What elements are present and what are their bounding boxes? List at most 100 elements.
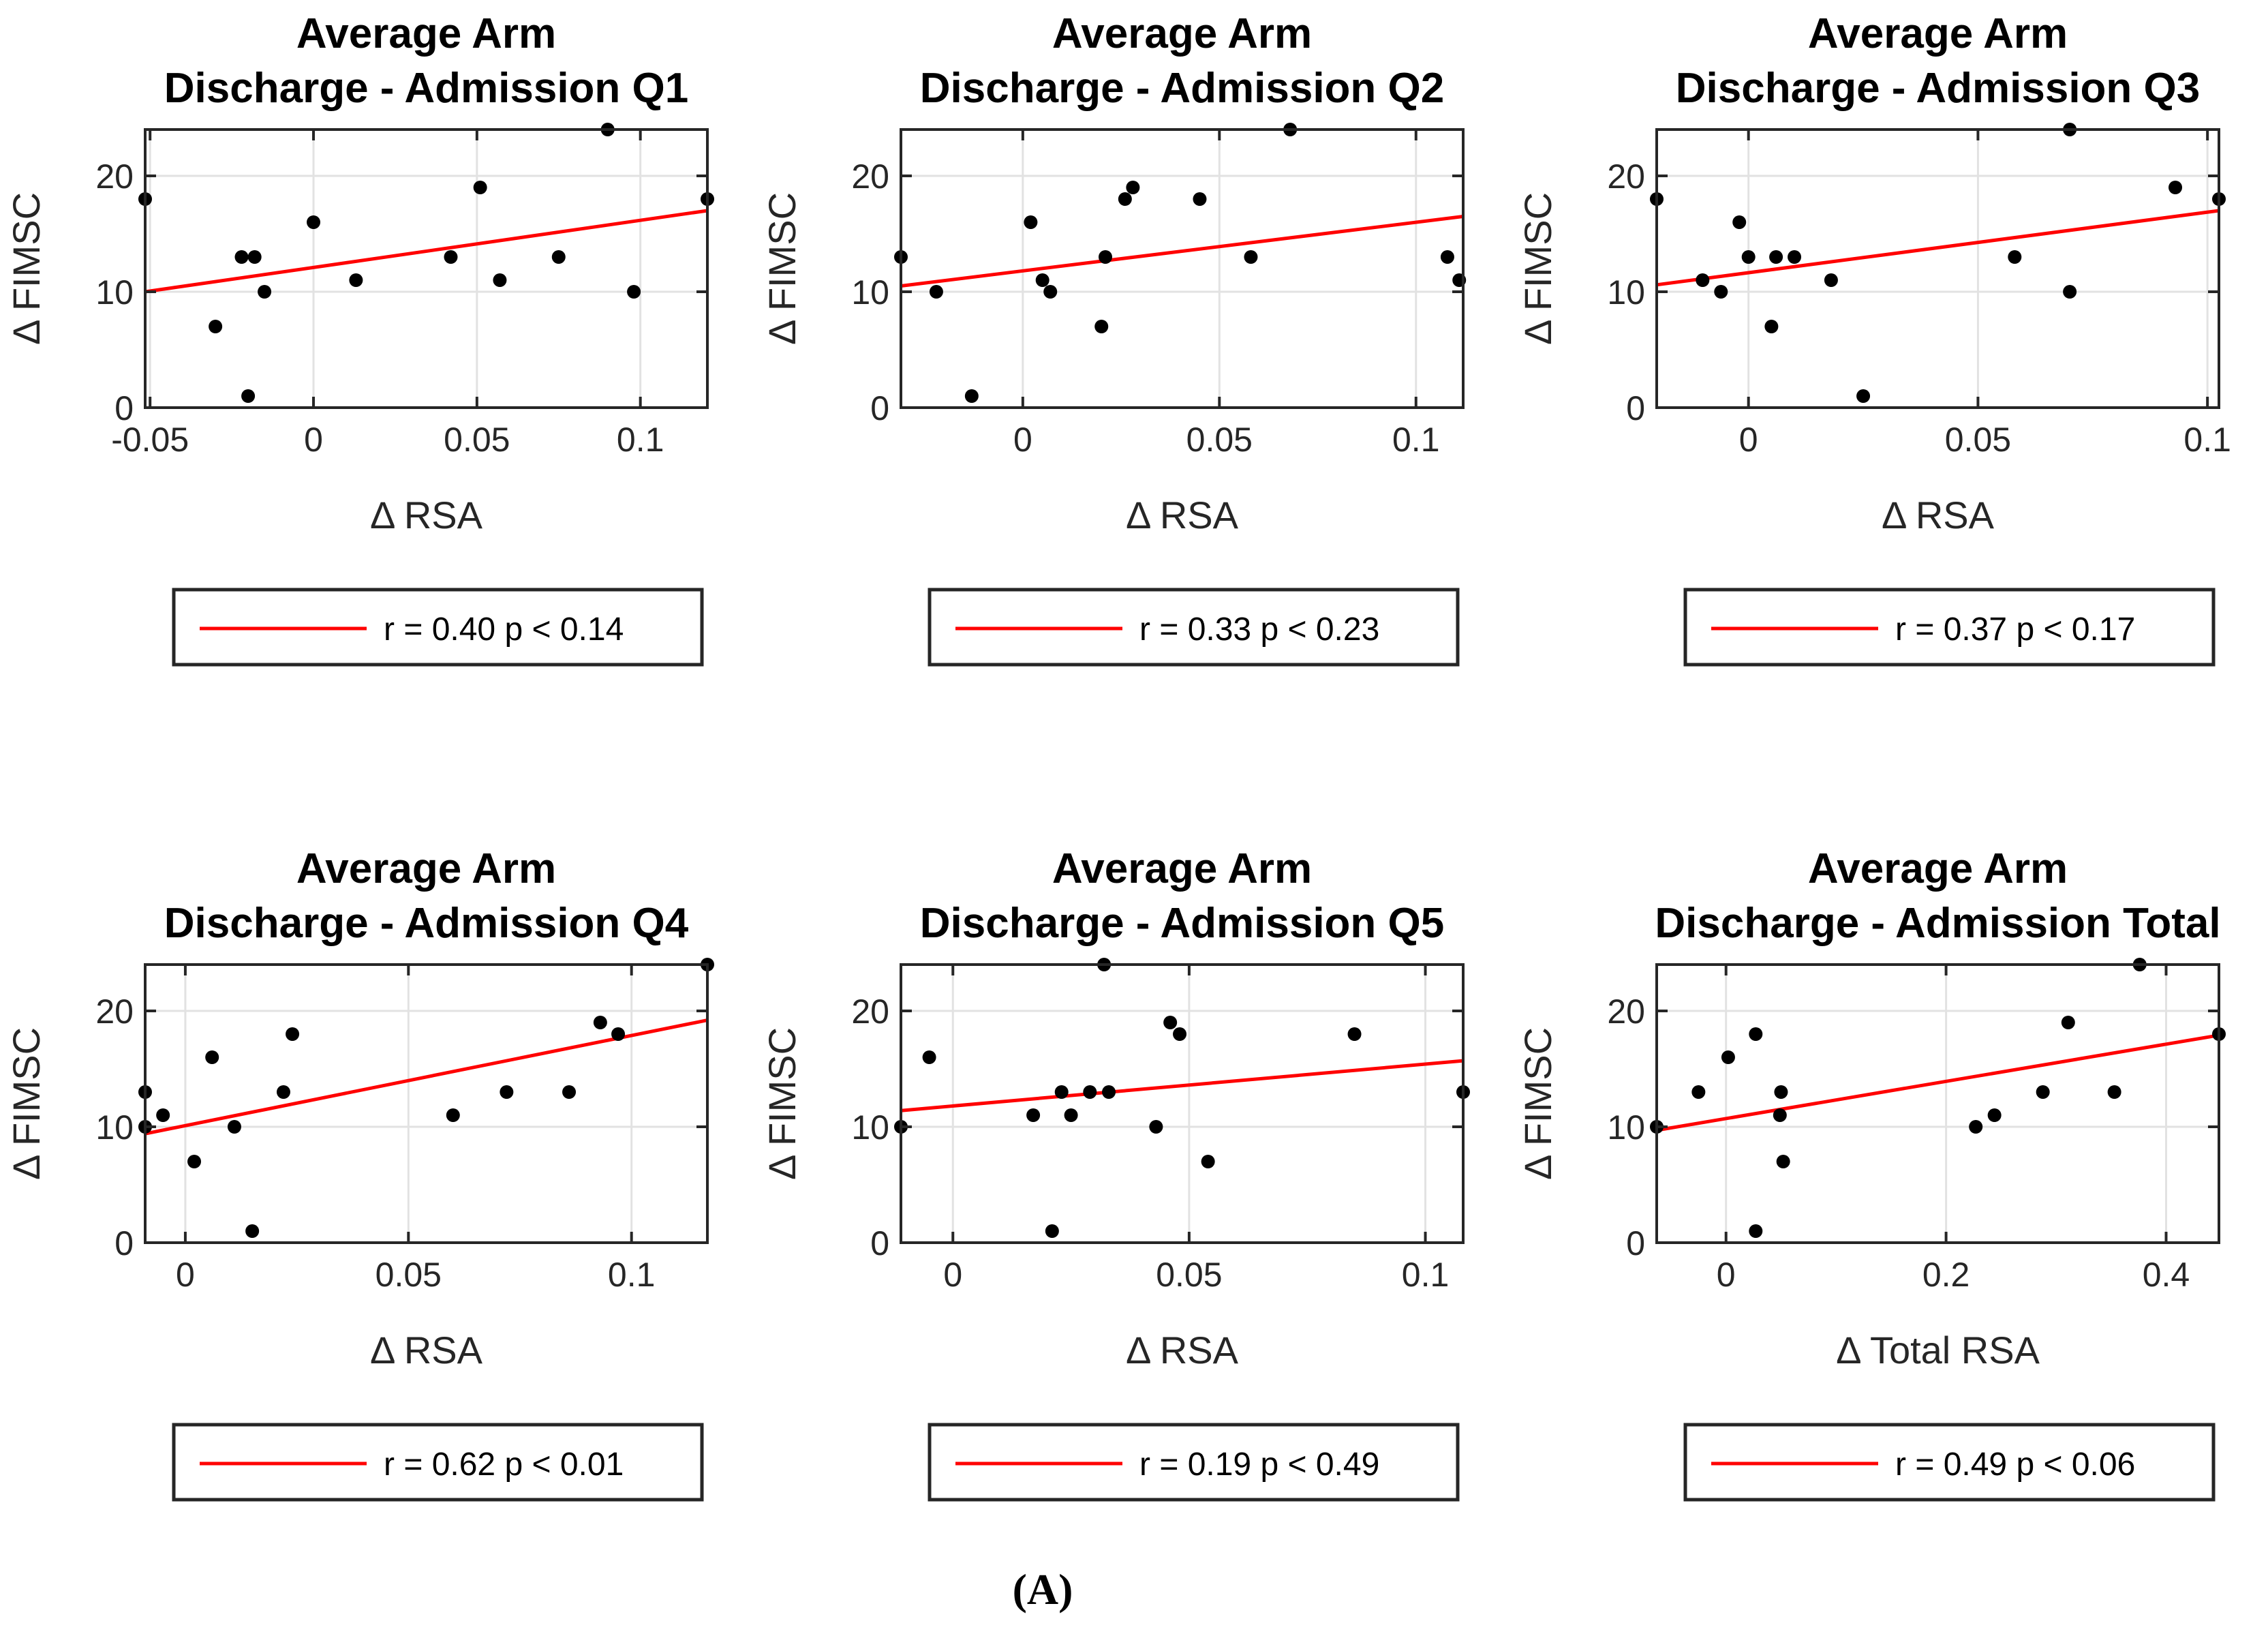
y-axis-label: Δ FIMSC: [761, 192, 803, 345]
data-point: [276, 1085, 290, 1099]
x-tick-label: 0: [1013, 421, 1032, 459]
y-tick-label: 20: [851, 993, 889, 1031]
legend-label: r = 0.33 p < 0.23: [1139, 611, 1379, 648]
scatter-panel: Average Arm Discharge - Admission Q4 0 0.05…: [5, 845, 714, 1502]
y-axis-label: Δ FIMSC: [1516, 1027, 1559, 1180]
data-point: [1347, 1027, 1362, 1041]
x-tick-label: 0.2: [1922, 1256, 1970, 1294]
x-axis-label: Δ RSA: [1882, 494, 1995, 536]
data-point: [1054, 1085, 1069, 1099]
data-point: [1769, 250, 1783, 264]
data-point: [1732, 215, 1747, 229]
panel-title-line2: Discharge - Admission Q1: [164, 65, 688, 112]
legend-box: r = 0.49 p < 0.06: [1683, 1423, 2216, 1502]
x-tick-label: 0.05: [1156, 1256, 1222, 1294]
x-tick-label: 0.05: [376, 1256, 442, 1294]
data-point: [258, 285, 272, 299]
data-point: [349, 273, 363, 287]
data-point: [307, 215, 321, 229]
x-tick-label: 0.1: [608, 1256, 656, 1294]
data-point: [241, 389, 256, 403]
panel-title-line2: Discharge - Admission Q4: [164, 900, 689, 947]
data-point: [1045, 1224, 1059, 1238]
data-point: [1126, 181, 1140, 194]
data-point: [493, 273, 507, 287]
x-tick-label: 0.4: [2143, 1256, 2190, 1294]
x-tick-label: 0: [176, 1256, 195, 1294]
plot-border: [1655, 128, 2220, 409]
plot-border: [1655, 963, 2220, 1244]
data-point: [286, 1027, 300, 1041]
data-point: [562, 1085, 577, 1099]
data-point: [1969, 1120, 1983, 1134]
legend-label: r = 0.62 p < 0.01: [384, 1446, 624, 1483]
data-point: [1043, 285, 1058, 299]
data-point: [473, 181, 487, 194]
data-point: [1788, 250, 1802, 264]
y-tick-label: 10: [851, 273, 889, 312]
data-point: [1099, 250, 1112, 264]
data-point: [1201, 1155, 1215, 1168]
data-point: [1824, 273, 1838, 287]
data-point: [627, 285, 641, 299]
data-point: [234, 250, 249, 264]
y-tick-label: 20: [851, 157, 889, 196]
legend-label: r = 0.19 p < 0.49: [1139, 1446, 1379, 1483]
data-point: [2008, 250, 2022, 264]
x-axis-label: Δ RSA: [1126, 494, 1239, 536]
data-point: [922, 1050, 936, 1064]
panel-title-line2: Discharge - Admission Q5: [920, 900, 1444, 947]
panel-title-line2: Discharge - Admission Q2: [920, 65, 1444, 112]
trend-line: [900, 1059, 1464, 1112]
data-point: [1083, 1085, 1097, 1099]
x-axis-label: Δ Total RSA: [1836, 1329, 2040, 1372]
data-point: [1440, 250, 1454, 264]
panel-title-line1: Average Arm: [1808, 845, 2068, 892]
data-point: [1244, 250, 1258, 264]
panel-title-line2: Discharge - Admission Total: [1655, 900, 2220, 947]
data-point: [1764, 320, 1779, 333]
x-axis-label: Δ RSA: [370, 494, 483, 536]
y-tick-label: 0: [114, 1224, 134, 1262]
legend-label: r = 0.49 p < 0.06: [1895, 1446, 2135, 1483]
data-point: [209, 320, 223, 333]
data-point: [1749, 1027, 1763, 1041]
y-axis-label: Δ FIMSC: [761, 1027, 803, 1180]
data-point: [1163, 1016, 1178, 1029]
data-point: [205, 1050, 219, 1064]
figure-caption: (A): [1012, 1565, 1073, 1614]
y-tick-label: 0: [870, 1224, 889, 1262]
data-point: [1774, 1085, 1788, 1099]
data-point: [247, 250, 262, 264]
panel-title-line2: Discharge - Admission Q3: [1676, 65, 2200, 112]
data-point: [2063, 285, 2077, 299]
y-tick-label: 20: [1607, 993, 1645, 1031]
data-point: [1026, 1108, 1041, 1122]
x-axis-label: Δ RSA: [370, 1329, 483, 1372]
y-tick-label: 10: [95, 1108, 134, 1147]
data-point: [156, 1108, 170, 1122]
x-tick-label: 0: [943, 1256, 962, 1294]
data-point: [1094, 320, 1109, 333]
trend-line: [144, 209, 708, 294]
y-tick-label: 20: [1607, 157, 1645, 196]
x-tick-label: 0.1: [1392, 421, 1440, 459]
panel-title-line1: Average Arm: [1052, 845, 1312, 892]
x-tick-label: 0: [304, 421, 323, 459]
data-point: [1749, 1224, 1763, 1238]
panel-title-line1: Average Arm: [1052, 10, 1312, 57]
x-tick-label: 0.05: [444, 421, 510, 459]
y-tick-label: 10: [1607, 1108, 1645, 1147]
data-point: [1064, 1108, 1078, 1122]
trend-line: [1656, 1033, 2220, 1132]
data-point: [964, 389, 979, 403]
legend-box: r = 0.19 p < 0.49: [928, 1423, 1460, 1502]
trend-line: [900, 215, 1464, 288]
trend-line: [1656, 209, 2220, 287]
y-axis-label: Δ FIMSC: [1516, 192, 1559, 345]
data-point: [2169, 181, 2183, 194]
plot-border: [900, 963, 1465, 1244]
legend-box: r = 0.33 p < 0.23: [928, 588, 1460, 667]
data-point: [1773, 1108, 1787, 1122]
scatter-panel: Average Arm Discharge - Admission Total 0 0…: [1516, 845, 2226, 1502]
